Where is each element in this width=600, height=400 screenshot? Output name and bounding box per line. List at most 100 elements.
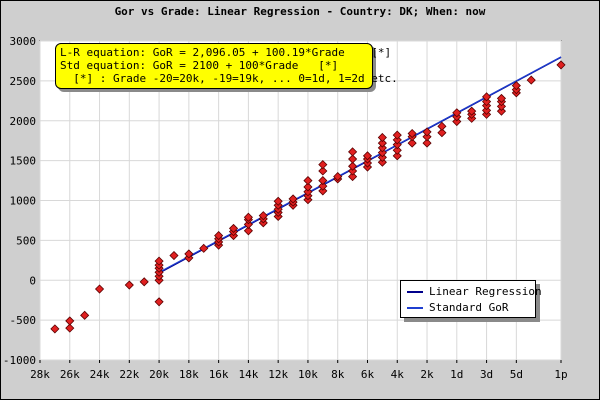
data-point (496, 106, 507, 116)
data-point (452, 116, 462, 127)
data-point (556, 60, 566, 70)
data-point (392, 140, 402, 150)
data-point (452, 108, 462, 118)
grade-note: [*] : Grade -20=20k, -19=19k, ... 0=1d, … (60, 72, 398, 85)
y-tick-label: 1000 (10, 195, 37, 208)
data-point (243, 212, 253, 222)
legend: Linear Regression Standard GoR (400, 280, 542, 318)
data-points (50, 60, 566, 334)
legend-swatch-standard (407, 307, 423, 309)
data-point (467, 106, 477, 116)
data-point (258, 211, 268, 221)
data-point (243, 219, 253, 229)
data-point (482, 105, 492, 115)
legend-item-standard: Standard GoR (407, 301, 508, 315)
x-tick-label: 12k (268, 368, 288, 381)
data-point (422, 127, 432, 137)
x-tick-label: 1p (554, 368, 567, 381)
x-tick-label: 1d (450, 368, 463, 381)
x-tick-label: 8k (331, 368, 345, 381)
data-point (437, 128, 447, 138)
series-lines (158, 56, 562, 274)
x-tick-label: 14k (238, 368, 258, 381)
data-point (377, 143, 387, 153)
data-point (154, 297, 164, 307)
data-point (318, 175, 328, 186)
data-point (348, 172, 358, 182)
data-point (377, 138, 387, 148)
y-tick-label: -500 (10, 314, 37, 327)
y-tick-label: 2500 (10, 75, 37, 88)
data-point (318, 186, 328, 196)
x-tick-label: 24k (90, 368, 110, 381)
legend-label-regression: Linear Regression (429, 285, 542, 298)
data-point (526, 75, 536, 85)
y-tick-label: 500 (16, 234, 36, 247)
y-tick-label: 3000 (10, 35, 37, 48)
y-tick-label: 0 (29, 274, 36, 287)
data-point (303, 182, 313, 192)
data-point (392, 145, 402, 155)
data-point (407, 138, 417, 148)
data-point (377, 132, 387, 143)
x-tick-label: 3d (480, 368, 493, 381)
data-point (94, 284, 105, 294)
data-point (392, 151, 402, 161)
chart-title: Gor vs Grade: Linear Regression - Countr… (115, 5, 486, 18)
x-tick-label: 10k (298, 368, 318, 381)
data-point (482, 97, 492, 107)
y-axis: -1000 -500 0 500 1000 1500 2000 2500 3000 (3, 35, 36, 367)
data-point (377, 157, 387, 167)
legend-label-standard: Standard GoR (429, 301, 509, 314)
series-line-standard (158, 56, 562, 273)
data-point (303, 187, 313, 197)
std-equation: Std equation: GoR = 2100 + 100*Grade [*] (60, 59, 339, 72)
legend-swatch-regression (407, 291, 423, 293)
data-point (392, 130, 402, 140)
y-tick-label: 2000 (10, 115, 37, 128)
data-point (362, 151, 373, 161)
data-point (199, 243, 209, 253)
data-point (154, 256, 164, 266)
data-point (80, 310, 90, 320)
data-point (303, 175, 313, 186)
data-point (482, 92, 492, 102)
data-point (348, 154, 358, 164)
x-tick-label: 20k (149, 368, 169, 381)
x-tick-label: 22k (119, 368, 139, 381)
x-tick-label: 18k (179, 368, 199, 381)
x-tick-label: 2k (420, 368, 434, 381)
data-point (50, 324, 60, 334)
data-point (348, 147, 358, 157)
data-point (139, 277, 149, 287)
data-point (65, 316, 75, 326)
data-point (437, 121, 447, 131)
data-point (273, 196, 283, 206)
data-point (318, 166, 328, 176)
lr-equation: L-R equation: GoR = 2,096.05 + 100.19*Gr… (60, 46, 392, 59)
data-point (228, 223, 239, 233)
data-point (348, 161, 358, 171)
data-point (318, 160, 328, 170)
x-axis: 28k 26k 24k 22k 20k 18k 16k 14k 12k 10k 8k 6k 4k 2k 1d… (30, 360, 568, 381)
x-tick-label: 5d (510, 368, 523, 381)
y-tick-label: 1500 (10, 155, 37, 168)
x-tick-label: 26k (60, 368, 80, 381)
data-point (124, 280, 134, 290)
x-tick-label: 4k (391, 368, 405, 381)
legend-item-regression: Linear Regression (407, 285, 542, 299)
data-point (422, 132, 432, 142)
data-point (496, 101, 507, 111)
x-tick-label: 28k (30, 368, 50, 381)
equation-box: L-R equation: GoR = 2,096.05 + 100.19*Gr… (55, 43, 398, 89)
data-point (348, 166, 358, 176)
data-point (243, 226, 253, 236)
data-point (377, 152, 387, 163)
data-point (333, 172, 343, 182)
data-point (392, 135, 402, 145)
data-point (422, 138, 432, 148)
data-point (318, 181, 328, 191)
data-point (496, 93, 507, 103)
data-point (511, 81, 521, 91)
y-tick-label: -1000 (3, 354, 36, 367)
